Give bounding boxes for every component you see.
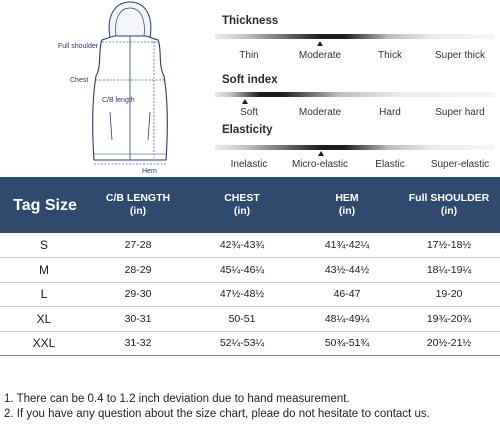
chest-cell: 42¾-43¾ (188, 233, 296, 258)
elasticity-option: Inelastic (230, 159, 268, 170)
thickness-title: Thickness (222, 15, 279, 27)
soft-index-option: Moderate (298, 107, 342, 118)
soft-index-option: Super hard (435, 107, 485, 118)
soft-index-gradient-bar (215, 92, 495, 97)
cb-length-label: C/B length (102, 97, 135, 104)
thickness-option: Thick (378, 50, 402, 61)
size-cell: M (0, 257, 88, 283)
size-cell: S (0, 233, 88, 258)
header-cb-length: C/B LENGTH (in) (88, 177, 188, 233)
thickness-gradient-bar (215, 34, 495, 39)
chest-cell: 50-51 (188, 306, 296, 332)
hem-cell: 50¾-51¾ (296, 331, 398, 356)
full-shoulder-label: Full shoulder (58, 43, 99, 50)
full-shoulder-cell: 18¼-19¼ (398, 257, 500, 283)
header-tag-size: Tag Size (0, 177, 88, 233)
hem-cell: 46-47 (296, 282, 398, 307)
header-full-shoulder: Full SHOULDER (in) (398, 177, 500, 233)
table-header: Tag Size C/B LENGTH (in) CHEST (in) HEM (in… (0, 177, 500, 233)
thickness-options: Thin Moderate Thick Super thick (215, 50, 500, 64)
thickness-indicator-icon (317, 41, 323, 46)
cb-length-cell: 29-30 (88, 282, 188, 307)
chest-cell: 52¼-53¼ (188, 331, 296, 356)
full-shoulder-cell: 17½-18½ (398, 233, 500, 258)
cb-length-cell: 30-31 (88, 306, 188, 332)
chest-cell: 45¼-46¼ (188, 257, 296, 283)
table-header-row: Tag Size C/B LENGTH (in) CHEST (in) HEM (in… (0, 177, 500, 233)
cb-length-cell: 27-28 (88, 233, 188, 258)
vest-illustration: Full shoulder Chest C/B length Hem (58, 1, 168, 175)
thickness-option: Super thick (434, 50, 486, 61)
elasticity-title: Elasticity (222, 124, 273, 136)
table-row: XL 30-31 50-51 48¼-49¼ 19¾-20¾ (0, 306, 500, 332)
table-body: S 27-28 42¾-43¾ 41¾-42¼ 17½-18½ M 28-29 … (0, 233, 500, 356)
elasticity-gradient-bar (215, 145, 495, 150)
hem-label: Hem (142, 168, 157, 175)
chest-label: Chest (70, 77, 88, 84)
thickness-option: Moderate (298, 50, 342, 61)
full-shoulder-cell: 19¾-20¾ (398, 306, 500, 332)
soft-index-option: Hard (379, 107, 401, 118)
size-cell: XL (0, 306, 88, 332)
soft-index-options: Soft Moderate Hard Super hard (215, 107, 500, 121)
vest-measurement-diagram: Full shoulder Chest C/B length Hem (50, 0, 210, 178)
hem-cell: 43½-44½ (296, 257, 398, 283)
note-deviation: 1. There can be 0.4 to 1.2 inch deviatio… (4, 393, 350, 405)
soft-index-title: Soft index (222, 74, 278, 86)
full-shoulder-cell: 19-20 (398, 282, 500, 307)
table-row: S 27-28 42¾-43¾ 41¾-42¼ 17½-18½ (0, 233, 500, 258)
full-shoulder-cell: 20½-21½ (398, 331, 500, 356)
elasticity-options: Inelastic Micro-elastic Elastic Super-el… (215, 159, 500, 173)
soft-index-option: Soft (240, 107, 258, 118)
elasticity-option: Micro-elastic (291, 159, 349, 170)
hem-cell: 41¾-42¼ (296, 233, 398, 258)
elasticity-option: Elastic (375, 159, 405, 170)
header-hem: HEM (in) (296, 177, 398, 233)
hem-cell: 48¼-49¼ (296, 306, 398, 332)
note-contact: 2. If you have any question about the si… (4, 408, 430, 420)
elasticity-indicator-icon (318, 151, 324, 156)
size-chart-table: Tag Size C/B LENGTH (in) CHEST (in) HEM (in… (0, 177, 500, 356)
elasticity-option: Super-elastic (430, 159, 490, 170)
table-row: L 29-30 47½-48½ 46-47 19-20 (0, 282, 500, 307)
table-row: XXL 31-32 52¼-53¼ 50¾-51¾ 20½-21½ (0, 331, 500, 356)
size-cell: L (0, 282, 88, 307)
thickness-option: Thin (239, 50, 259, 61)
table-row: M 28-29 45¼-46¼ 43½-44½ 18¼-19¼ (0, 257, 500, 283)
header-chest: CHEST (in) (188, 177, 296, 233)
cb-length-cell: 28-29 (88, 257, 188, 283)
chest-cell: 47½-48½ (188, 282, 296, 307)
cb-length-cell: 31-32 (88, 331, 188, 356)
size-cell: XXL (0, 331, 88, 356)
soft-index-indicator-icon (242, 99, 248, 104)
